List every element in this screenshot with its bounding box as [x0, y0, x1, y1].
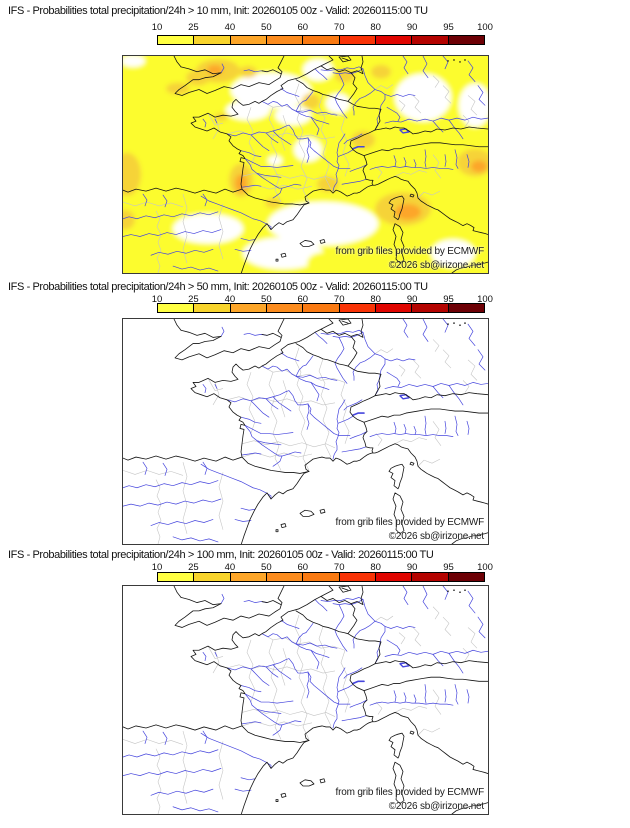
- colorbar-tick-label: 90: [406, 22, 418, 33]
- colorbar-segment: [448, 304, 484, 312]
- colorbar-segment: [375, 573, 413, 581]
- colorbar-tick-label: 60: [297, 562, 309, 573]
- colorbar-tick-label: 25: [188, 562, 199, 573]
- map-panel-1: from grib files provided by ECMWF ©2026 …: [122, 55, 489, 274]
- colorbar-tick-label: 70: [333, 562, 345, 573]
- map-panel-1-graphic: [123, 56, 488, 273]
- map-panel-2: from grib files provided by ECMWF ©2026 …: [122, 318, 489, 545]
- colorbar-tick-label: 70: [333, 294, 345, 305]
- colorbar-tick-label: 95: [443, 562, 454, 573]
- colorbar-segment: [448, 573, 484, 581]
- colorbar-tick-label: 50: [261, 294, 272, 305]
- colorbar-segment: [230, 36, 267, 44]
- colorbar-segment: [230, 573, 267, 581]
- panel-1-colorbar: [157, 35, 485, 45]
- colorbar-segment: [158, 36, 195, 44]
- colorbar-segment: [339, 36, 376, 44]
- colorbar-segment: [412, 304, 449, 312]
- colorbar-tick-label: 70: [333, 22, 345, 33]
- map-panel-2-graphic: [123, 319, 488, 544]
- colorbar-segment: [266, 573, 304, 581]
- copyright-text: ©2026 sb@irizone.net: [388, 531, 484, 542]
- colorbar-segment: [375, 304, 413, 312]
- colorbar-segment: [448, 36, 484, 44]
- colorbar-segment: [266, 36, 304, 44]
- grib-credit-text: from grib files provided by ECMWF: [335, 246, 485, 257]
- panel-1-colorbar-ticks: 10 25 40 50 60 70 80 90 95 100: [152, 22, 493, 33]
- colorbar-segment: [339, 573, 376, 581]
- panel-2-colorbar-ticks: 10 25 40 50 60 70 80 90 95 100: [152, 294, 493, 305]
- map-panel-3: from grib files provided by ECMWF ©2026 …: [122, 585, 489, 815]
- colorbar-tick-label: 40: [224, 294, 236, 305]
- colorbar-tick-label: 60: [297, 22, 309, 33]
- colorbar-segment: [303, 304, 340, 312]
- map-panel-3-graphic: [123, 586, 488, 814]
- colorbar-tick-label: 80: [370, 22, 381, 33]
- colorbar-segment: [412, 36, 449, 44]
- colorbar-segment: [194, 36, 231, 44]
- colorbar-tick-label: 25: [188, 294, 199, 305]
- colorbar-tick-label: 10: [151, 22, 163, 33]
- panel-3-colorbar: [157, 572, 485, 582]
- colorbar-tick-label: 95: [443, 294, 454, 305]
- colorbar-segment: [158, 304, 195, 312]
- colorbar-tick-label: 100: [477, 22, 493, 33]
- colorbar-segment: [266, 304, 304, 312]
- colorbar-tick-label: 100: [477, 562, 493, 573]
- colorbar-tick-label: 25: [188, 22, 199, 33]
- colorbar-segment: [230, 304, 267, 312]
- colorbar-tick-label: 60: [297, 294, 309, 305]
- grib-credit-text: from grib files provided by ECMWF: [335, 517, 485, 528]
- colorbar-segment: [194, 304, 231, 312]
- copyright-text: ©2026 sb@irizone.net: [388, 801, 484, 812]
- colorbar-tick-label: 80: [370, 562, 381, 573]
- colorbar-tick-label: 50: [261, 22, 272, 33]
- colorbar-tick-label: 95: [443, 22, 454, 33]
- panel-1-title: IFS - Probabilities total precipitation/…: [8, 5, 428, 17]
- colorbar-segment: [194, 573, 231, 581]
- colorbar-tick-label: 90: [406, 562, 418, 573]
- colorbar-tick-label: 40: [224, 562, 236, 573]
- copyright-text: ©2026 sb@irizone.net: [388, 260, 484, 271]
- colorbar-tick-label: 40: [224, 22, 236, 33]
- panel-2-colorbar: [157, 303, 485, 313]
- colorbar-tick-label: 10: [151, 562, 163, 573]
- colorbar-tick-label: 80: [370, 294, 381, 305]
- colorbar-segment: [339, 304, 376, 312]
- colorbar-tick-label: 10: [151, 294, 163, 305]
- panel-3-title: IFS - Probabilities total precipitation/…: [8, 549, 434, 561]
- colorbar-tick-label: 90: [406, 294, 418, 305]
- colorbar-segment: [412, 573, 449, 581]
- colorbar-segment: [158, 573, 195, 581]
- panel-2-title: IFS - Probabilities total precipitation/…: [8, 281, 428, 293]
- colorbar-segment: [303, 36, 340, 44]
- colorbar-tick-label: 100: [477, 294, 493, 305]
- colorbar-tick-label: 50: [261, 562, 272, 573]
- colorbar-segment: [375, 36, 413, 44]
- panel-3-colorbar-ticks: 10 25 40 50 60 70 80 90 95 100: [152, 562, 493, 573]
- grib-credit-text: from grib files provided by ECMWF: [335, 787, 485, 798]
- colorbar-segment: [303, 573, 340, 581]
